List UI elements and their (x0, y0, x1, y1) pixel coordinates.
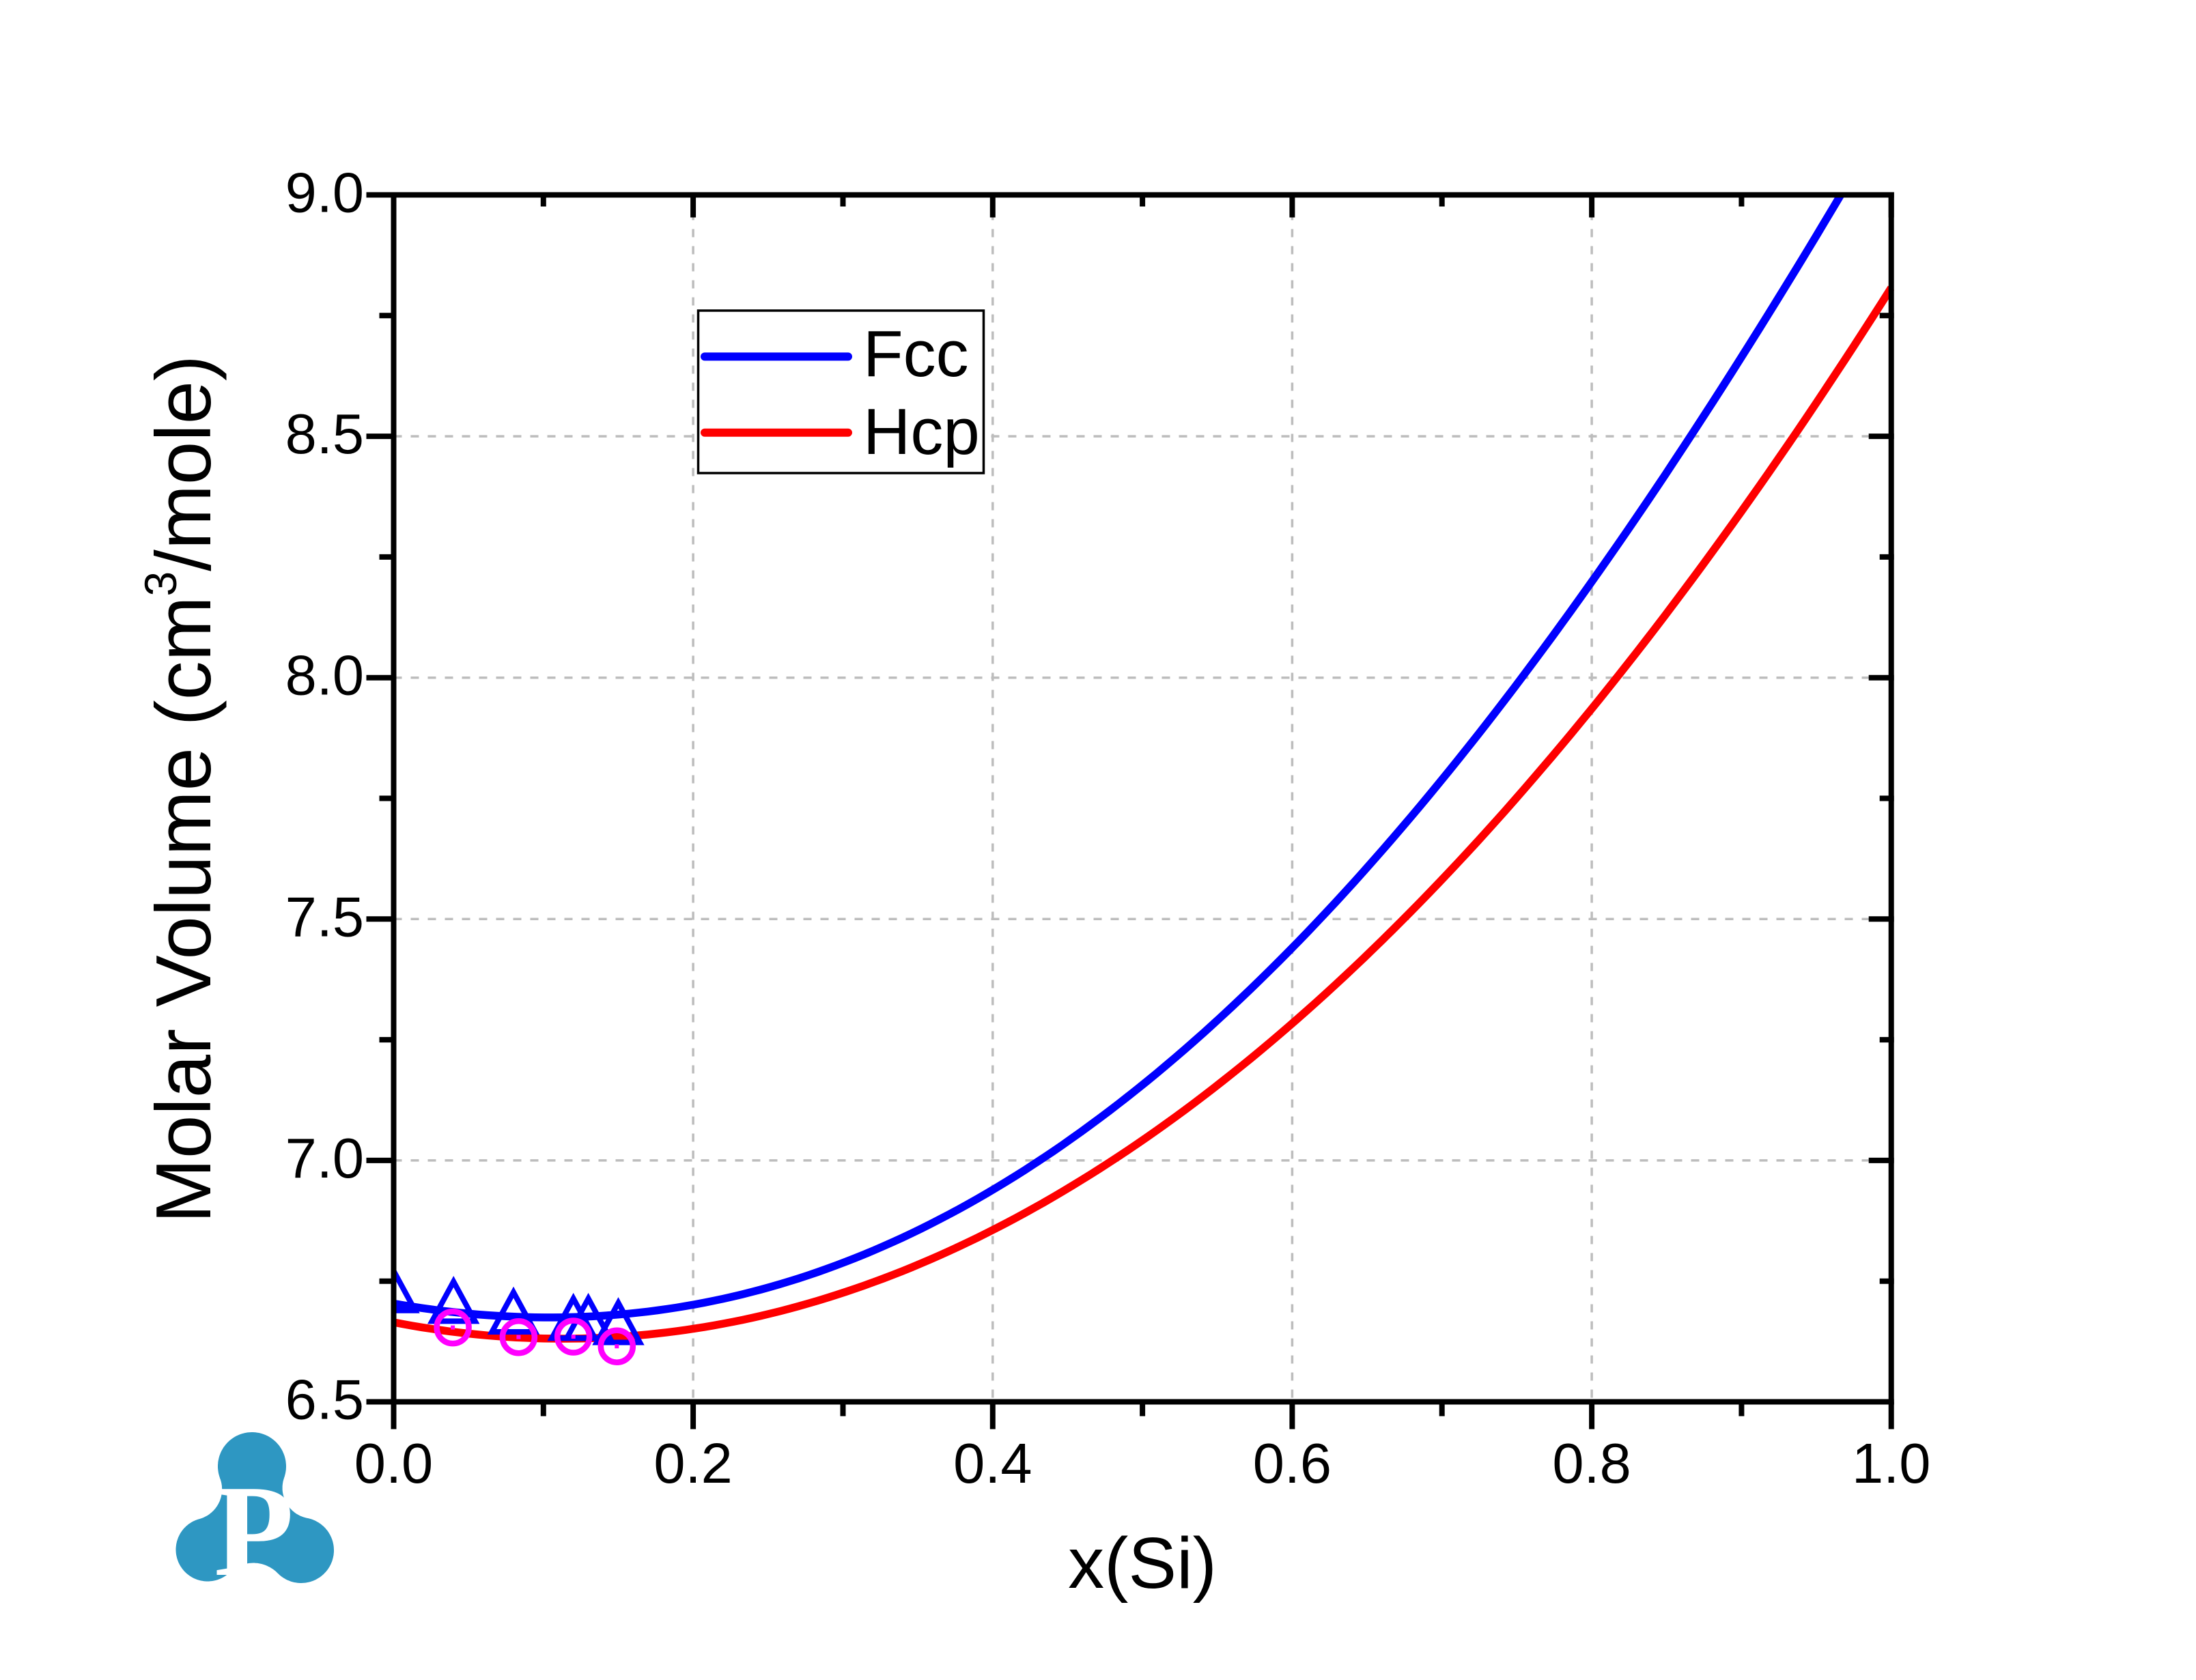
svg-text:8.0: 8.0 (285, 644, 364, 707)
svg-text:9.0: 9.0 (285, 161, 364, 225)
svg-text:1.0: 1.0 (1852, 1432, 1930, 1495)
svg-text:8.5: 8.5 (285, 402, 364, 466)
svg-text:0.4: 0.4 (953, 1432, 1032, 1495)
svg-text:0.6: 0.6 (1253, 1432, 1332, 1495)
svg-text:Fcc: Fcc (863, 317, 969, 390)
svg-text:0.2: 0.2 (653, 1432, 732, 1495)
svg-text:x(Si): x(Si) (1068, 1523, 1217, 1604)
svg-text:Hcp: Hcp (863, 395, 980, 468)
svg-text:P: P (214, 1458, 294, 1604)
svg-text:7.0: 7.0 (285, 1126, 364, 1190)
svg-text:6.5: 6.5 (285, 1368, 364, 1432)
svg-text:Molar Volume (cm3/mole): Molar Volume (cm3/mole) (135, 355, 227, 1223)
svg-text:7.5: 7.5 (285, 885, 364, 948)
svg-text:0.0: 0.0 (354, 1432, 433, 1495)
svg-text:0.8: 0.8 (1552, 1432, 1631, 1495)
